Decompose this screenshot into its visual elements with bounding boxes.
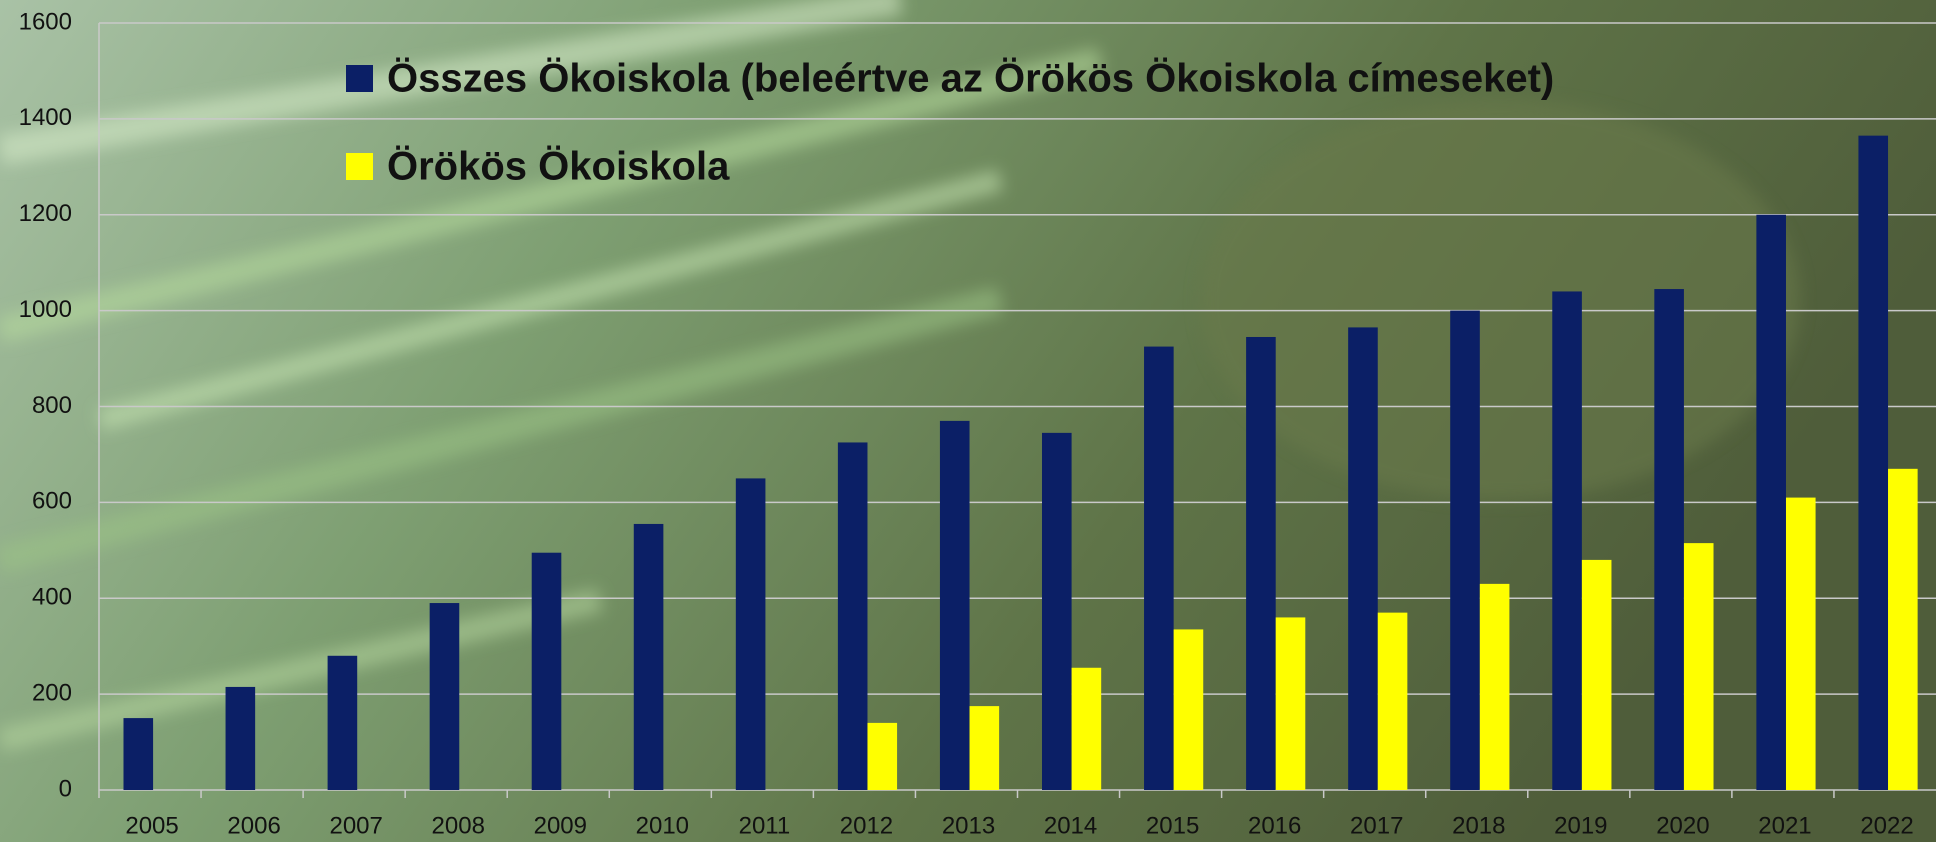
y-tick-label: 400 (32, 584, 72, 611)
x-tick-label: 2005 (125, 812, 178, 839)
x-tick-label: 2013 (942, 812, 995, 839)
x-tick-label: 2021 (1758, 812, 1811, 839)
bar (1756, 215, 1786, 790)
bar (532, 553, 562, 790)
bar (1276, 617, 1306, 790)
bar (1858, 136, 1888, 790)
y-tick-label: 1600 (19, 8, 72, 35)
x-tick-label: 2017 (1350, 812, 1403, 839)
bar (867, 723, 897, 790)
bar (1144, 347, 1174, 790)
bar (1888, 469, 1918, 790)
chart: Összes Ökoiskola (beleértve az Örökös Ök… (0, 0, 1936, 842)
x-tick-label: 2007 (329, 812, 382, 839)
x-tick-label: 2016 (1248, 812, 1301, 839)
legend-swatch (346, 153, 373, 180)
x-tick-label: 2020 (1656, 812, 1709, 839)
x-tick-label: 2015 (1146, 812, 1199, 839)
y-tick-label: 200 (32, 679, 72, 706)
bar (1684, 543, 1714, 790)
x-tick-label: 2018 (1452, 812, 1505, 839)
bar (1552, 291, 1582, 790)
bar (430, 603, 460, 790)
bar (1246, 337, 1276, 790)
bar (1450, 311, 1480, 790)
bar (1072, 668, 1102, 790)
bar (1786, 498, 1816, 790)
x-tick-label: 2009 (534, 812, 587, 839)
bar (1042, 433, 1072, 790)
x-tick-label: 2019 (1554, 812, 1607, 839)
bar (1582, 560, 1612, 790)
bar (1174, 629, 1204, 790)
bar (1654, 289, 1684, 790)
y-tick-label: 0 (59, 775, 72, 802)
bar (123, 718, 153, 790)
legend-label: Összes Ökoiskola (beleértve az Örökös Ök… (387, 56, 1554, 101)
y-tick-label: 1400 (19, 104, 72, 131)
x-tick-label: 2012 (840, 812, 893, 839)
bar (328, 656, 358, 790)
bar (838, 442, 868, 790)
bar (1480, 584, 1510, 790)
x-tick-label: 2008 (432, 812, 485, 839)
y-tick-label: 600 (32, 488, 72, 515)
x-tick-label: 2014 (1044, 812, 1097, 839)
legend-label: Örökös Ökoiskola (387, 144, 730, 189)
y-tick-label: 800 (32, 392, 72, 419)
bar (940, 421, 970, 790)
x-tick-label: 2022 (1860, 812, 1913, 839)
bar (736, 478, 766, 790)
bar (634, 524, 664, 790)
x-tick-label: 2006 (227, 812, 280, 839)
page: Összes Ökoiskola (beleértve az Örökös Ök… (0, 0, 1936, 842)
bar (226, 687, 256, 790)
bar (970, 706, 1000, 790)
x-tick-label: 2011 (739, 812, 791, 839)
bar (1378, 613, 1408, 790)
x-tick-label: 2010 (636, 812, 689, 839)
legend-swatch (346, 65, 373, 92)
y-tick-label: 1000 (19, 296, 72, 323)
bar (1348, 327, 1378, 790)
y-tick-label: 1200 (19, 200, 72, 227)
